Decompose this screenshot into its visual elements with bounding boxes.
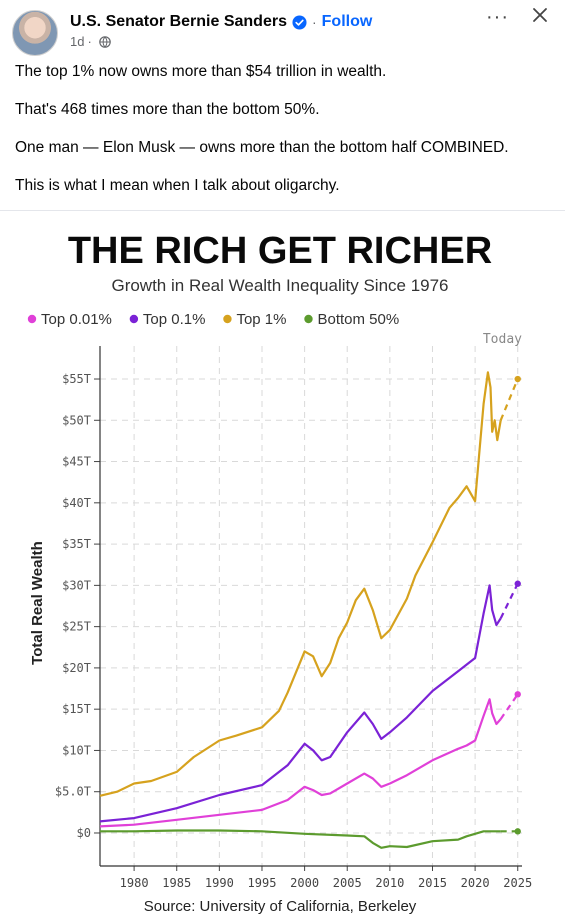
y-tick-label: $20T <box>62 661 91 675</box>
y-tick-label: $5.0T <box>55 785 91 799</box>
x-tick-label: 2020 <box>461 876 490 890</box>
author-avatar[interactable] <box>12 10 58 56</box>
today-label: Today <box>483 332 522 347</box>
chart-grid <box>100 346 522 866</box>
y-tick-label: $50T <box>62 413 91 427</box>
y-tick-label: $30T <box>62 578 91 592</box>
verified-badge-icon <box>292 14 307 30</box>
x-tick-label: 2025 <box>503 876 532 890</box>
legend-label-top-0-01: Top 0.01% <box>41 311 112 328</box>
y-tick-label: $45T <box>62 455 91 469</box>
chart-axes: $0 $5.0T $10T $15T $20T $25T $30T $35T $40T $45T $… <box>55 346 532 890</box>
today-point-top-0-1 <box>514 580 521 587</box>
today-point-top-1 <box>514 375 521 383</box>
series-line-top-1 <box>99 371 502 797</box>
x-tick-label: 1995 <box>248 876 277 890</box>
chart-legend: Top 0.01% Top 0.1% Top 1% Bottom 50% <box>27 311 399 328</box>
y-tick-label: $35T <box>62 537 91 551</box>
y-tick-label: $55T <box>62 372 91 386</box>
y-tick-label: $10T <box>62 743 91 757</box>
projection-line-top-0-1 <box>499 583 519 619</box>
x-tick-label: 1985 <box>162 876 191 890</box>
y-tick-label: $15T <box>62 702 91 716</box>
series-line-top-0-1 <box>99 584 502 823</box>
legend-marker-top-0-01 <box>27 314 37 324</box>
post-paragraph: One man — Elon Musk — owns more than the… <box>15 139 509 156</box>
separator-dot: · <box>311 14 317 30</box>
projection-line-top-1 <box>499 378 519 421</box>
legend-label-bottom-50: Bottom 50% <box>317 311 399 328</box>
x-tick-label: 2005 <box>333 876 362 890</box>
post-text: The top 1% now owns more than $54 trilli… <box>15 62 555 214</box>
author-name[interactable]: U.S. Senator Bernie Sanders <box>70 13 287 30</box>
x-tick-label: 2000 <box>290 876 319 890</box>
x-tick-label: 2015 <box>418 876 447 890</box>
legend-marker-bottom-50 <box>304 314 313 324</box>
chart-source: Source: University of California, Berkel… <box>144 898 417 915</box>
y-tick-label: $40T <box>62 496 91 510</box>
more-options-icon[interactable]: ··· <box>486 6 509 28</box>
today-point-top-0-01 <box>514 691 521 698</box>
series-line-top-0-01 <box>99 698 502 828</box>
chart-image[interactable]: THE RICH GET RICHER Growth in Real Wealt… <box>0 210 565 916</box>
author-row: U.S. Senator Bernie Sanders · Follow <box>70 13 372 31</box>
follow-button[interactable]: Follow <box>321 13 373 30</box>
legend-label-top-1: Top 1% <box>236 311 286 328</box>
projection-line-top-0-01 <box>499 693 519 720</box>
y-axis-label: Total Real Wealth <box>29 541 46 665</box>
y-tick-label: $0 <box>77 826 91 840</box>
globe-icon <box>99 35 111 48</box>
chart-lines <box>99 371 521 849</box>
chart-title: THE RICH GET RICHER <box>68 230 492 272</box>
post-paragraph: This is what I mean when I talk about ol… <box>15 177 340 194</box>
post-timestamp[interactable]: 1d <box>70 34 85 49</box>
series-line-bottom-50 <box>100 829 501 849</box>
wealth-chart: THE RICH GET RICHER Growth in Real Wealt… <box>27 230 532 915</box>
y-tick-label: $25T <box>62 620 91 634</box>
meta-separator: · <box>87 34 92 49</box>
post-paragraph: The top 1% now owns more than $54 trilli… <box>15 63 387 80</box>
post-paragraph: That's 468 times more than the bottom 50… <box>15 101 320 118</box>
close-icon[interactable] <box>528 4 552 28</box>
post-header: U.S. Senator Bernie Sanders · Follow 1d … <box>0 0 565 60</box>
legend-label-top-0-1: Top 0.1% <box>143 311 206 328</box>
x-tick-label: 1980 <box>120 876 149 890</box>
post-meta: 1d · <box>70 34 111 49</box>
today-point-bottom-50 <box>514 828 521 835</box>
chart-subtitle: Growth in Real Wealth Inequality Since 1… <box>111 276 448 295</box>
legend-marker-top-1 <box>223 314 232 324</box>
legend-marker-top-0-1 <box>129 314 139 324</box>
x-tick-label: 2010 <box>375 876 404 890</box>
x-tick-label: 1990 <box>205 876 234 890</box>
